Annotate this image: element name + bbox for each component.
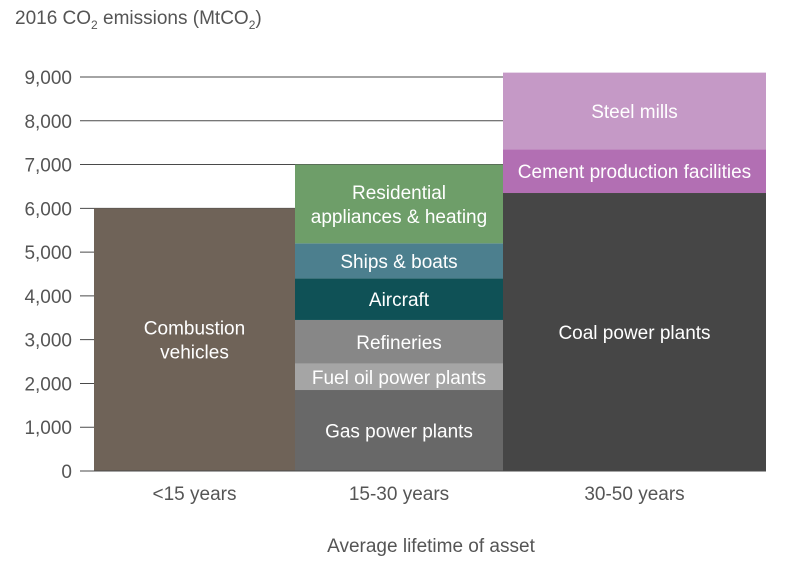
bar-stack: Gas power plants Fuel oil power plants Ref…: [295, 164, 503, 471]
bar-segment: [295, 319, 503, 364]
y-tick-label: 8,000: [24, 112, 72, 133]
bars-layer: Combustion vehicles Gas power plants Fuel o…: [94, 72, 766, 472]
bar-segment: [503, 72, 766, 150]
y-tick-label: 0: [61, 462, 72, 483]
bar-segment: [295, 278, 503, 320]
segment-label: Coal power plants: [558, 323, 710, 344]
y-tick-label: 2,000: [24, 374, 72, 395]
axis-layer: 0 1,000 2,000 3,000 4,000 5,000 6,000 7,000 8,00…: [24, 68, 766, 505]
title-unit: emissions (MtCO: [97, 8, 249, 29]
bar-segment: [295, 243, 503, 279]
x-tick-label: 30-50 years: [584, 484, 684, 505]
bar-segment: [503, 149, 766, 194]
x-axis-label: Average lifetime of asset: [327, 536, 535, 557]
segment-label: Residential: [352, 183, 446, 204]
segment-label: Cement production facilities: [518, 162, 751, 183]
x-tick-label: 15-30 years: [349, 484, 449, 505]
y-tick-label: 4,000: [24, 287, 72, 308]
segment-label: Steel mills: [591, 102, 678, 123]
bar-segment: [295, 390, 503, 471]
segment-label: appliances & heating: [311, 207, 487, 228]
segment-label: Gas power plants: [325, 422, 473, 443]
bar-segment: [295, 363, 503, 391]
bar-segment: [295, 164, 503, 244]
y-tick-label: 1,000: [24, 418, 72, 439]
bar-stack: Combustion vehicles: [94, 208, 295, 472]
segment-label: Fuel oil power plants: [312, 368, 486, 389]
title-main: 2016 CO: [15, 8, 92, 29]
segment-label: Combustion: [144, 319, 245, 340]
y-tick-label: 6,000: [24, 199, 72, 220]
y-tick-label: 3,000: [24, 331, 72, 352]
y-tick-label: 9,000: [24, 68, 72, 89]
segment-label: Refineries: [356, 333, 442, 354]
y-tick-label: 5,000: [24, 243, 72, 264]
title-unit-close: ): [255, 8, 262, 29]
title-unit-subscript: 2: [248, 17, 256, 32]
y-tick-label: 7,000: [24, 156, 72, 177]
bar-segment: [503, 193, 766, 471]
x-tick-label: <15 years: [153, 484, 237, 505]
segment-label: vehicles: [160, 343, 229, 364]
bar-segment: [94, 208, 295, 472]
title-subscript: 2: [91, 17, 98, 32]
segment-label: Aircraft: [369, 290, 430, 311]
chart-title: 2016 CO2 emissions (MtCO2): [15, 8, 262, 32]
segment-label: Ships & boats: [340, 252, 457, 273]
bar-stack: Coal power plants Cement production facil…: [503, 72, 766, 471]
